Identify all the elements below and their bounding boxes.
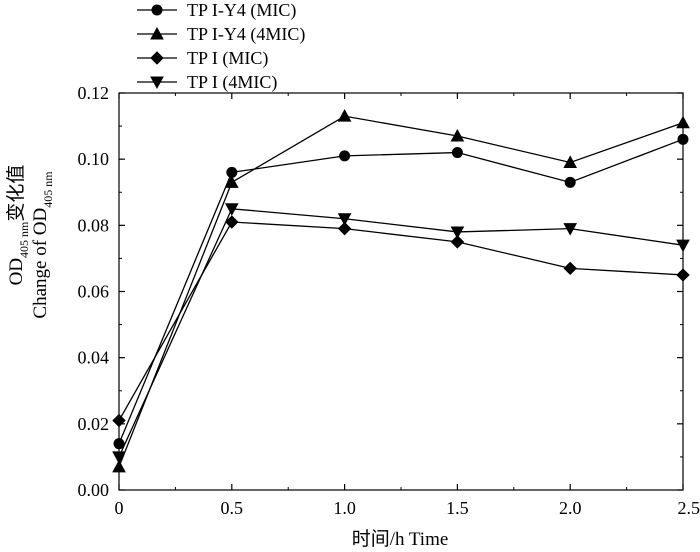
x-tick-label: 0 xyxy=(115,498,124,518)
y-tick-label: 0.06 xyxy=(78,282,110,302)
x-tick-label: 2.5 xyxy=(678,498,700,518)
data-point xyxy=(563,261,577,276)
data-point xyxy=(224,175,239,188)
y-tick-label: 0.08 xyxy=(78,215,110,235)
x-tick-label: 2.0 xyxy=(559,498,582,518)
legend: TP I-Y4 (MIC) TP I-Y4 (4MIC) TP I (MIC) TP … xyxy=(137,0,305,93)
series-3 xyxy=(112,215,690,428)
legend-label: TP I-Y4 (4MIC) xyxy=(187,24,305,45)
legend-label: TP I (MIC) xyxy=(187,48,268,69)
legend-item: TP I-Y4 (4MIC) xyxy=(137,24,305,45)
y-tick-label: 0.04 xyxy=(78,348,110,368)
data-point xyxy=(225,215,239,229)
data-point xyxy=(112,459,126,473)
y-axis-label-english: Change of OD405 nm xyxy=(30,171,55,319)
data-point xyxy=(676,239,690,253)
axes: 0.00 0.02 0.04 0.06 0.08 0.10 0.12 0 0.5 1.0 1.5 2.… xyxy=(78,83,700,518)
x-tick-label: 1.0 xyxy=(333,498,356,518)
series-layer xyxy=(112,109,690,473)
legend-marker xyxy=(150,26,164,40)
data-point xyxy=(450,235,465,249)
data-point xyxy=(112,451,126,464)
data-point xyxy=(339,150,351,162)
y-tick-label: 0.12 xyxy=(78,83,110,103)
legend-item: TP I-Y4 (MIC) xyxy=(137,0,296,21)
series-line xyxy=(118,221,684,421)
legend-marker xyxy=(151,4,163,16)
series-line xyxy=(118,138,684,444)
series-1 xyxy=(113,133,689,450)
data-point xyxy=(450,226,465,239)
data-point xyxy=(450,128,465,142)
data-point xyxy=(677,133,689,145)
series-line xyxy=(118,208,684,458)
data-point xyxy=(113,438,125,450)
x-tick-label: 1.5 xyxy=(446,498,469,518)
data-point xyxy=(676,268,690,282)
x-axis-label: 时间/h Time xyxy=(352,528,449,550)
legend-marker xyxy=(150,51,164,65)
data-point xyxy=(676,115,690,129)
data-point xyxy=(337,221,352,236)
series-line xyxy=(118,115,684,468)
legend-marker xyxy=(150,76,164,90)
y-tick-label: 0.02 xyxy=(78,414,110,434)
data-point xyxy=(563,155,578,168)
data-point xyxy=(337,213,352,226)
y-tick-label: 0.00 xyxy=(78,480,110,500)
data-point xyxy=(337,109,352,122)
data-point xyxy=(112,413,126,428)
y-axis-label-chinese: OD405 nm变化值 xyxy=(5,165,31,286)
data-point xyxy=(224,203,239,216)
series-2 xyxy=(112,109,690,473)
series-4 xyxy=(112,203,690,464)
data-point xyxy=(564,176,576,188)
data-point xyxy=(563,223,578,236)
y-tick-label: 0.10 xyxy=(78,149,110,169)
x-tick-label: 0.5 xyxy=(221,498,244,518)
legend-label: TP I (4MIC) xyxy=(187,72,277,93)
legend-item: TP I (4MIC) xyxy=(137,72,277,93)
legend-item: TP I (MIC) xyxy=(137,48,268,69)
data-point xyxy=(451,147,463,159)
legend-label: TP I-Y4 (MIC) xyxy=(187,0,296,21)
